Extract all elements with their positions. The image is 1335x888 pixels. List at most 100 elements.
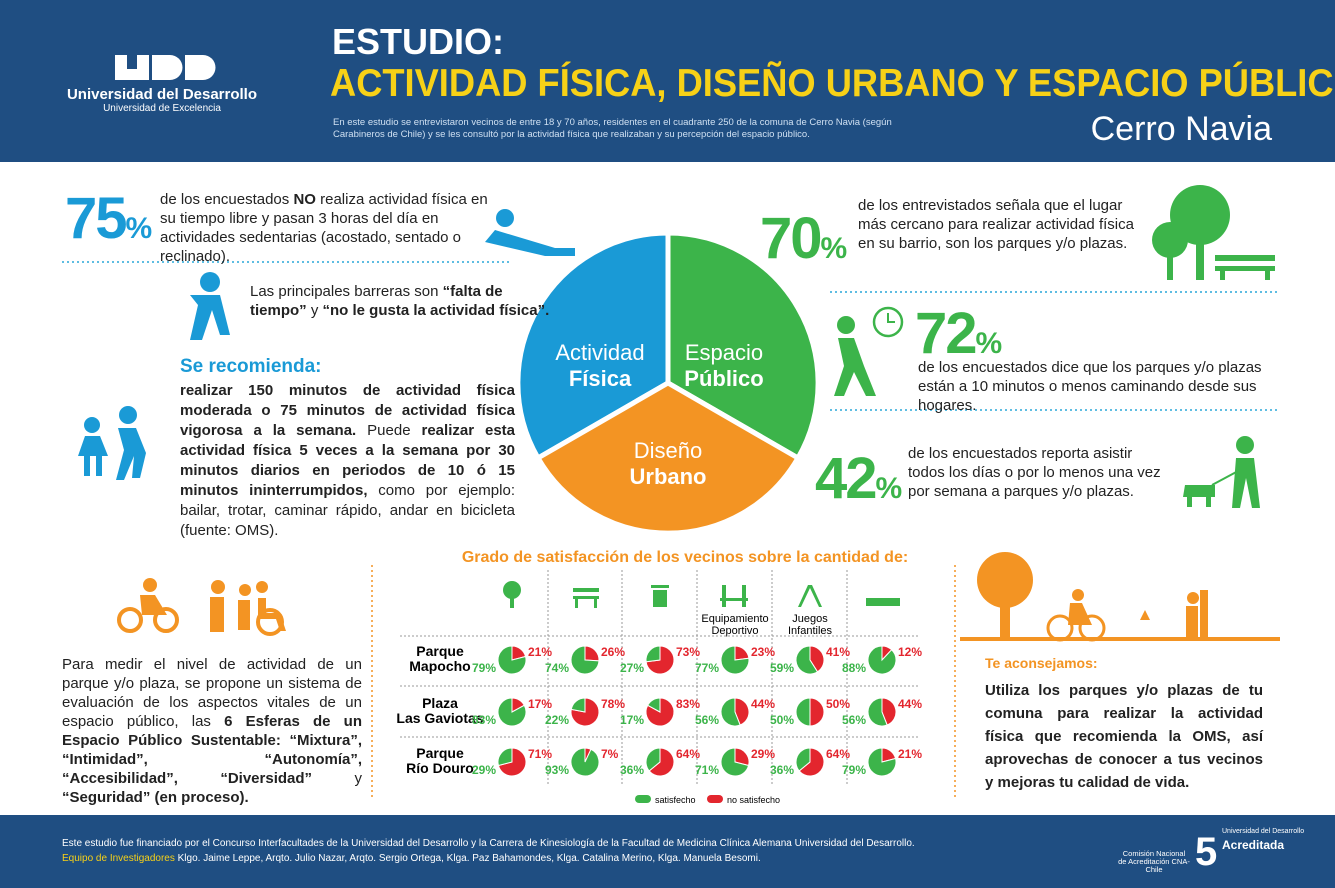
recommend-title: Se recomienda: [180, 356, 322, 377]
column-icons [503, 581, 900, 608]
walker-icon [834, 306, 904, 396]
pie-slice [647, 697, 661, 713]
pie-label: 22% [545, 713, 569, 727]
row-label: Plaza Las Gaviotas [396, 695, 483, 726]
dance-icon [78, 406, 146, 480]
pie-slice [867, 697, 888, 727]
pie-slice [867, 645, 897, 675]
header-band [0, 0, 1335, 162]
pie-label: 93% [545, 763, 569, 777]
pie-slice [795, 645, 819, 675]
pie-slice [497, 645, 527, 675]
text-segment: realiza actividad física en su tiempo li… [160, 191, 488, 265]
acc-years: 5 [1195, 830, 1218, 874]
pie-label: 27% [620, 661, 644, 675]
pie-label: 78% [601, 697, 625, 711]
pie-label: 36% [620, 763, 644, 777]
pie-slice [867, 747, 897, 777]
cna-name: Comisión Nacional de Acreditación CNA-Ch… [1118, 849, 1190, 874]
park-icon [960, 552, 1280, 642]
text-segment: “Seguridad” (en proceso). [62, 789, 249, 806]
label-line: Público [684, 366, 764, 391]
footer-team: Equipo de Investigadores Klgo. Jaime Lep… [62, 853, 761, 864]
dog-walker-icon [1183, 436, 1260, 508]
legend-swatch [707, 795, 723, 803]
acc-uni: Universidad del Desarrollo [1222, 828, 1305, 835]
stat-text: de los encuestados NO realiza actividad … [160, 190, 495, 266]
label-line: Actividad [555, 340, 645, 365]
pie-slice [720, 645, 750, 675]
pie-slice [497, 747, 513, 767]
team-names: Klgo. Jaime Leppe, Arqto. Julio Nazar, A… [174, 853, 761, 864]
barrier-icon [190, 272, 230, 340]
text-segment: NO [293, 191, 316, 208]
text-segment: “falta de tiempo” [250, 283, 503, 319]
pie-slice [734, 697, 750, 726]
recommend-text: realizar 150 minutos de actividad física… [180, 381, 515, 541]
pie-slice [881, 697, 897, 726]
pie-slice [648, 747, 675, 777]
stat-number: 42% [815, 450, 902, 518]
stat-text: de los encuestados reporta asistir todos… [908, 444, 1163, 501]
pie-label: 7% [601, 747, 619, 761]
logo-name: Universidad del Desarrollo [66, 86, 258, 103]
text-segment: de los encuestados dice que los parques … [918, 359, 1262, 414]
text-segment: Para medir el nivel de actividad de un p… [62, 656, 362, 730]
legend-label: no satisfecho [727, 795, 780, 805]
pie-label: 17% [528, 697, 552, 711]
label-line: Diseño [633, 438, 703, 463]
pie-slice [570, 747, 600, 777]
stat-unit: % [975, 327, 1003, 360]
text-segment: de los entrevistados señala que el lugar… [858, 197, 1134, 252]
pie-slice [720, 697, 741, 727]
pie-label: 83% [472, 713, 496, 727]
pie-label: 41% [826, 645, 850, 659]
row-label: Parque Mapocho [409, 643, 470, 674]
barriers: Las principales barreras son “falta de t… [250, 282, 560, 320]
center-pie [515, 230, 821, 536]
pie-slice [570, 697, 600, 727]
pie-label: 21% [528, 645, 552, 659]
pie-label: 77% [695, 661, 719, 675]
pie-label: 21% [898, 747, 922, 761]
pie-label: 73% [676, 645, 700, 659]
stat-unit: % [875, 472, 903, 505]
text-segment: como por ejemplo: bailar, trotar, camina… [180, 482, 515, 539]
vertical-separators [371, 565, 956, 800]
kicker: ESTUDIO: [332, 21, 505, 62]
pie-label: 29% [751, 747, 775, 761]
pie-label: 79% [472, 661, 496, 675]
footer-band [0, 815, 1335, 888]
pie-slice [570, 645, 600, 675]
pie-slice [645, 645, 661, 663]
text-segment: “no le gusta la actividad física”. [322, 302, 550, 319]
place: Cerro Navia [1090, 110, 1272, 148]
pie-label: 29% [472, 763, 496, 777]
pie-slice [809, 697, 825, 727]
row-label: Parque Río Douro [406, 745, 474, 776]
advice-title: Te aconsejamos: [985, 655, 1098, 671]
intro: En este estudio se entrevistaron vecinos… [333, 117, 892, 140]
center-label: Espacio Público [664, 340, 784, 392]
pie-label: 83% [676, 697, 700, 711]
pie-label: 44% [751, 697, 775, 711]
center-label: Actividad Física [540, 340, 660, 392]
stat-number: 72% [915, 305, 1002, 373]
text-segment: Puede [356, 422, 422, 439]
text-segment: de los encuestados [160, 191, 294, 208]
pie-slice [795, 747, 811, 772]
text-segment: y [312, 770, 362, 787]
stat-unit: % [820, 232, 848, 265]
pie-label: 26% [601, 645, 625, 659]
advice-text: Utiliza los parques y/o plazas de tu com… [985, 682, 1263, 791]
pie-label: 23% [751, 645, 775, 659]
pie-label: 64% [826, 747, 850, 761]
footer-funding: Este estudio fue financiado por el Concu… [62, 838, 915, 849]
udd-logo [115, 55, 216, 80]
pie-slice [645, 747, 661, 772]
pie-slice [720, 747, 750, 777]
team-label: Equipo de Investigadores [62, 853, 175, 864]
pie-slice [570, 697, 586, 713]
